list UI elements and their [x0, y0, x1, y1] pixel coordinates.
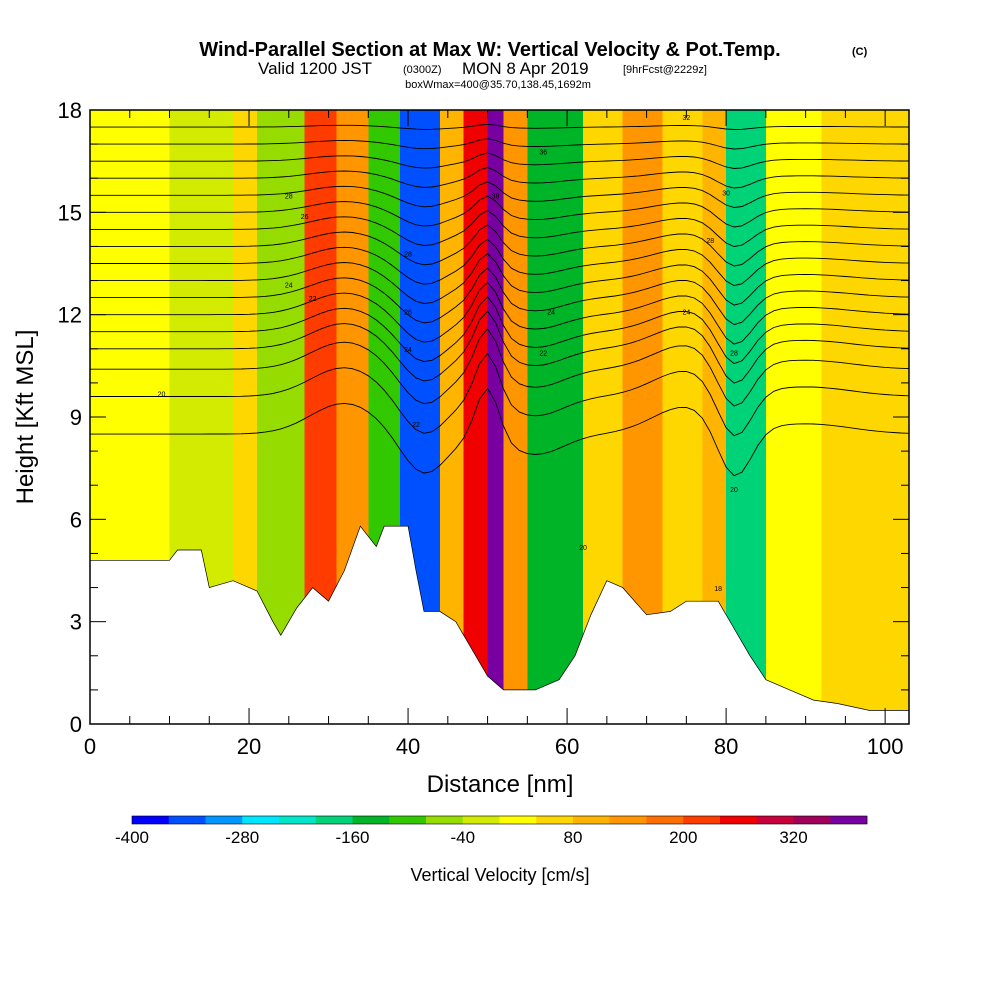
colorbar-swatch — [426, 816, 464, 824]
colorbar-swatch — [462, 816, 500, 824]
contour-label: 28 — [706, 238, 714, 245]
colorbar-swatch — [756, 816, 794, 824]
subtitle-box-info: boxWmax=400@35.70,138.45,1692m — [405, 79, 591, 91]
contour-label: 18 — [714, 586, 722, 593]
y-tick-label: 6 — [70, 507, 82, 532]
isentrope-line — [90, 310, 909, 384]
colorbar-tick-label: -160 — [335, 828, 369, 847]
x-tick-label: 60 — [555, 734, 579, 759]
colorbar-tick-label: 200 — [669, 828, 697, 847]
y-tick-label: 9 — [70, 405, 82, 430]
y-tick-label: 12 — [58, 303, 82, 328]
isentrope-line — [90, 387, 909, 477]
subtitle-valid-time: Valid 1200 JST — [258, 59, 372, 78]
contour-label: 36 — [539, 149, 547, 156]
colorbar-swatch — [646, 816, 684, 824]
contour-label: 20 — [579, 545, 587, 552]
colorbar-swatch — [830, 816, 868, 824]
chart-title: Wind-Parallel Section at Max W: Vertical… — [199, 39, 867, 61]
x-tick-label: 40 — [396, 734, 420, 759]
contour-label: 32 — [682, 115, 690, 122]
isentrope-line — [90, 253, 909, 306]
contour-label: 22 — [539, 351, 547, 358]
potential-temperature-contours — [90, 123, 909, 477]
title-copyright: (C) — [852, 46, 868, 58]
x-axis-label: Distance [nm] — [427, 771, 574, 798]
colorbar-frame — [131, 815, 868, 825]
colorbar-swatch — [205, 816, 243, 824]
y-tick-label: 15 — [58, 200, 82, 225]
colorbar-swatch — [720, 816, 758, 824]
isentrope-line — [90, 167, 909, 189]
x-tick-label: 0 — [84, 734, 96, 759]
colorbar-tick-label: -40 — [450, 828, 475, 847]
contour-label: 22 — [309, 296, 317, 303]
isentrope-line — [90, 123, 909, 130]
isentrope-line — [90, 328, 909, 407]
contour-label: 28 — [730, 351, 738, 358]
subtitle-forecast: [9hrFcst@2229z] — [623, 64, 707, 76]
contour-label: 24 — [682, 310, 690, 317]
isentrope-line — [90, 195, 909, 228]
subtitle-utc-time: (0300Z) — [403, 64, 442, 76]
isentrope-line — [90, 296, 909, 365]
colorbar-swatch — [536, 816, 574, 824]
colorbar-swatch — [315, 816, 353, 824]
isentrope-line — [90, 152, 909, 169]
contour-label: 20 — [730, 487, 738, 494]
isentrope-line — [90, 181, 909, 208]
y-tick-label: 18 — [58, 98, 82, 123]
colorbar-label: Vertical Velocity [cm/s] — [410, 865, 589, 885]
isentrope-line — [90, 281, 909, 345]
title-main: Wind-Parallel Section at Max W: Vertical… — [199, 39, 780, 61]
contour-label: 38 — [492, 194, 500, 201]
x-axis: 0 20 40 60 80 100 — [84, 110, 904, 759]
isentrope-line — [90, 210, 909, 247]
isentrope-line — [90, 224, 909, 267]
isentrope-line — [90, 267, 909, 326]
colorbar-swatch — [573, 816, 611, 824]
colorbar-swatch — [499, 816, 537, 824]
colorbar-swatch — [279, 816, 317, 824]
y-axis-label: Height [Kft MSL] — [12, 330, 39, 505]
contour-label: 26 — [301, 214, 309, 221]
colorbar-swatch — [609, 816, 647, 824]
isentrope-line — [90, 352, 909, 437]
contour-label: 24 — [285, 282, 293, 289]
colorbar-tick-label: -280 — [225, 828, 259, 847]
isentrope-line — [90, 238, 909, 287]
x-tick-label: 80 — [714, 734, 738, 759]
colorbar-swatch — [793, 816, 831, 824]
colorbar-tick-label: 80 — [564, 828, 583, 847]
colorbar-swatch — [242, 816, 280, 824]
chart-subtitle: Valid 1200 JST (0300Z) MON 8 Apr 2019 [9… — [258, 59, 707, 91]
colorbar-swatch — [168, 816, 206, 824]
colorbar: -400 -280 -160 -40 80 200 320 — [115, 815, 868, 847]
colorbar-tick-label: -400 — [115, 828, 149, 847]
contour-label: 30 — [722, 190, 730, 197]
subtitle-date: MON 8 Apr 2019 — [462, 59, 589, 78]
x-tick-label: 100 — [867, 734, 904, 759]
colorbar-swatch — [683, 816, 721, 824]
terrain-outline — [90, 525, 909, 724]
colorbar-tick-label: 320 — [779, 828, 807, 847]
contour-label: 28 — [404, 252, 412, 259]
y-tick-label: 0 — [70, 712, 82, 737]
terrain-mask — [90, 526, 909, 724]
contour-label: 28 — [285, 194, 293, 201]
isentrope-line — [90, 138, 909, 150]
contour-label: 24 — [404, 347, 412, 354]
y-tick-label: 3 — [70, 610, 82, 635]
contour-label: 26 — [404, 310, 412, 317]
contour-label: 24 — [547, 310, 555, 317]
contour-label: 20 — [158, 392, 166, 399]
contour-label: 22 — [412, 422, 420, 429]
x-tick-label: 20 — [237, 734, 261, 759]
colorbar-swatch — [352, 816, 390, 824]
colorbar-swatch — [132, 816, 170, 824]
contour-labels: 20 28 26 24 22 28 26 24 22 38 36 24 22 20 32 30 28 24 28 20… — [158, 115, 738, 593]
colorbar-swatch — [389, 816, 427, 824]
